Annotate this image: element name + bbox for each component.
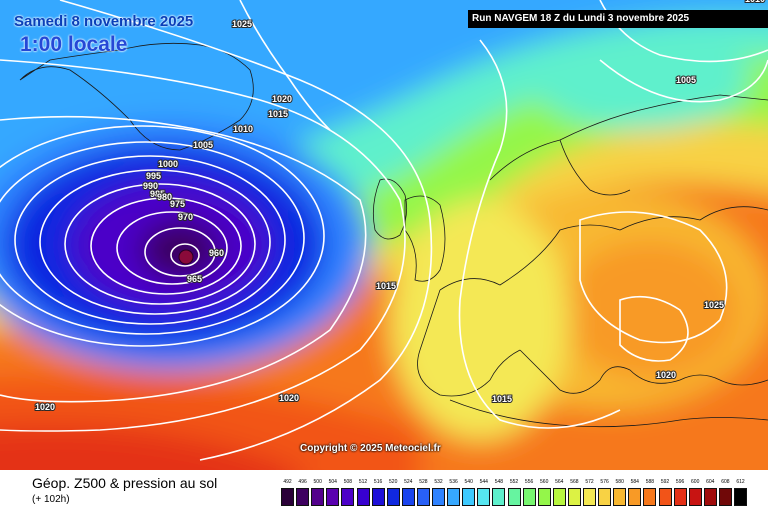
weather-map: 1025 1020 1015 1010 1005 1000 995 990 98… [0, 0, 768, 470]
legend-label: 588 [645, 479, 655, 485]
legend-swatch [477, 488, 491, 506]
isobar-label: 1025 [232, 19, 252, 29]
copyright-notice: Copyright © 2025 Meteociel.fr [300, 443, 441, 454]
legend-swatch [447, 488, 461, 506]
legend-label: 576 [600, 479, 609, 485]
legend-label: 560 [540, 479, 549, 485]
isobar-label: 1010 [233, 124, 253, 134]
isobar-label: 1010 [745, 0, 765, 4]
legend-swatch [371, 488, 385, 506]
legend-label: 568 [570, 479, 579, 485]
legend-swatch [356, 488, 370, 506]
legend-label: 500 [313, 479, 322, 485]
map-canvas: 1025 1020 1015 1010 1005 1000 995 990 98… [0, 0, 768, 470]
isobar-label: 1015 [376, 281, 396, 291]
legend-label: 548 [494, 479, 504, 485]
legend-label: 608 [721, 479, 730, 485]
isobar-labels: 1025 1020 1015 1010 1005 1000 995 990 98… [34, 0, 766, 413]
legend-label: 528 [419, 479, 428, 485]
legend-swatch [341, 488, 355, 506]
legend-label: 592 [660, 479, 670, 485]
legend-swatch [462, 488, 476, 506]
legend-label: 612 [736, 479, 745, 485]
isobars [0, 0, 768, 460]
legend-swatch [688, 488, 702, 506]
isobar-label: 1020 [656, 370, 676, 380]
local-time: 1:00 locale [20, 33, 128, 56]
legend-swatch [492, 488, 506, 506]
geopotential-field [0, 0, 768, 470]
product-title: Géop. Z500 & pression au sol [32, 475, 218, 491]
isobar-label: 1000 [158, 159, 178, 169]
forecast-hours: (+ 102h) [32, 494, 70, 505]
isobar-label: 1020 [279, 393, 299, 403]
legend-label: 540 [464, 479, 473, 485]
legend-label: 496 [298, 479, 307, 485]
legend-swatch [281, 488, 294, 506]
legend-swatch [643, 488, 657, 506]
legend-swatch [522, 488, 536, 506]
legend-swatch [537, 488, 551, 506]
isobar-label: 965 [187, 274, 202, 284]
legend-label: 516 [373, 479, 383, 485]
forecast-date: Samedi 8 novembre 2025 [14, 13, 194, 30]
legend-swatch [326, 488, 340, 506]
legend-swatch [613, 488, 627, 506]
legend-swatch [311, 488, 325, 506]
legend-label: 604 [706, 479, 715, 485]
isobar-label: 1020 [272, 94, 292, 104]
legend-swatch [296, 488, 310, 506]
legend-swatch [507, 488, 521, 506]
color-scale-legend: 492 496 500 504 508 512 516 520 524 528 532 536 540 5… [281, 479, 751, 508]
legend-label: 544 [479, 479, 488, 485]
legend-swatch [673, 488, 687, 506]
isobar-label: 1005 [676, 75, 696, 85]
legend-swatch [583, 488, 596, 506]
legend-label: 600 [691, 479, 700, 485]
legend-swatch [703, 488, 717, 506]
legend-label: 504 [328, 479, 337, 485]
isobar-label: 960 [209, 248, 224, 258]
legend-swatch [567, 488, 581, 506]
isobar-label: 975 [170, 199, 185, 209]
low-pressure-center [178, 249, 194, 265]
legend-swatch [718, 488, 732, 506]
isobar-label: 1005 [193, 140, 213, 150]
legend-swatch [598, 488, 612, 506]
legend-label: 552 [509, 479, 519, 485]
map-footer: Géop. Z500 & pression au sol (+ 102h) 49… [0, 470, 768, 512]
legend-swatch [552, 488, 566, 506]
isobar-label: 970 [178, 212, 193, 222]
isobar-label: 995 [146, 171, 161, 181]
legend-label: 536 [449, 479, 458, 485]
legend-label: 508 [343, 479, 353, 485]
legend-label: 520 [389, 479, 398, 485]
run-info-banner: Run NAVGEM 18 Z du Lundi 3 novembre 2025 [468, 10, 768, 28]
legend-label: 580 [615, 479, 624, 485]
isobar-label: 1025 [704, 300, 724, 310]
legend-swatch [386, 488, 400, 506]
legend-label: 532 [434, 479, 443, 485]
legend-label: 556 [524, 479, 534, 485]
coastlines [19, 42, 768, 428]
legend-label: 524 [404, 479, 413, 485]
legend-label: 596 [675, 479, 685, 485]
isobar-label: 1015 [492, 394, 512, 404]
legend-label: 564 [555, 479, 564, 485]
isobar-label: 1020 [35, 402, 55, 412]
legend-label: 492 [283, 479, 292, 485]
isobar-label: 990 [143, 181, 158, 191]
legend-swatch [432, 488, 445, 506]
isobar-label: 980 [157, 192, 172, 202]
legend-label: 512 [358, 479, 368, 485]
legend-label: 572 [585, 479, 594, 485]
legend-swatch [628, 488, 642, 506]
legend-swatch [416, 488, 430, 506]
legend-swatch [401, 488, 415, 506]
legend-swatch [734, 488, 747, 506]
isobar-label: 1015 [268, 109, 288, 119]
legend-swatch [658, 488, 672, 506]
isobar-label: 985 [150, 189, 165, 199]
legend-label: 584 [630, 479, 639, 485]
